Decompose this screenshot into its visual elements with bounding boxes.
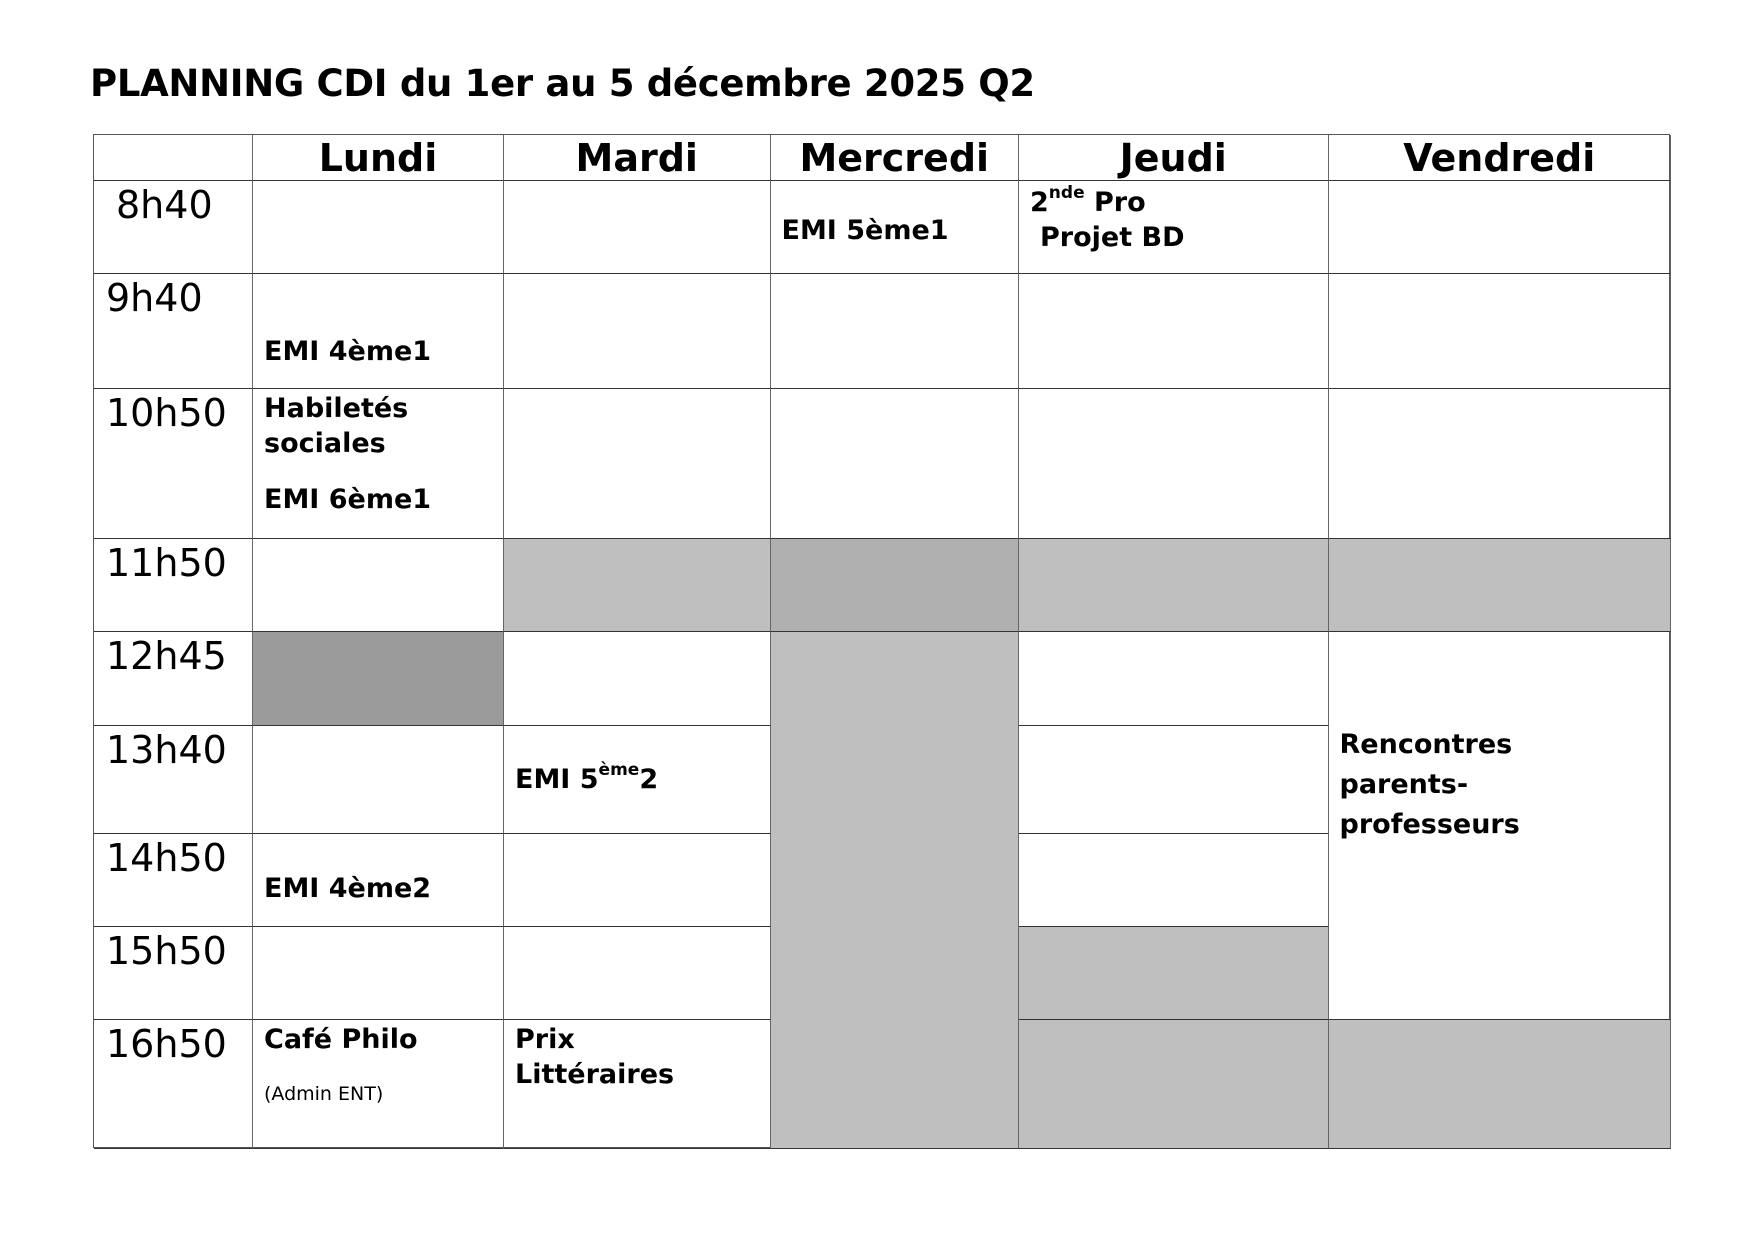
- cell: [770, 274, 1019, 389]
- header-day: Mercredi: [770, 135, 1019, 181]
- event-label: Projet BD: [1040, 222, 1185, 253]
- event-label: Rencontres: [1339, 729, 1513, 760]
- event-label: EMI 5ème1: [781, 215, 949, 246]
- cell: [1019, 274, 1329, 389]
- event-cell: Habiletés sociales EMI 6ème1: [253, 389, 504, 539]
- closed-cell: [1019, 927, 1329, 1020]
- cell: [504, 632, 771, 726]
- event-cell: Prix Littéraires: [504, 1020, 771, 1149]
- time-label: 14h50: [94, 833, 253, 927]
- cell: [504, 927, 771, 1020]
- closed-cell: [504, 539, 771, 632]
- event-cell: EMI 5ème1: [770, 181, 1019, 274]
- closed-cell: [770, 632, 1019, 1149]
- event-cell: EMI 4ème1: [253, 274, 504, 389]
- cell: [253, 181, 504, 274]
- closed-cell: [1019, 539, 1329, 632]
- event-label: Prix: [515, 1024, 575, 1055]
- event-label: EMI 6ème1: [264, 484, 432, 515]
- event-text: 2: [1030, 187, 1049, 218]
- header-day: Lundi: [253, 135, 504, 181]
- event-cell: 2nde Pro Projet BD: [1019, 181, 1329, 274]
- time-label: 8h40: [94, 181, 253, 274]
- header-day: Jeudi: [1019, 135, 1329, 181]
- cell: [770, 389, 1019, 539]
- event-label: sociales: [264, 428, 386, 459]
- header-day: Vendredi: [1328, 135, 1671, 181]
- cell: [1328, 181, 1671, 274]
- event-cell: Café Philo (Admin ENT): [253, 1020, 504, 1149]
- cell: [253, 539, 504, 632]
- closed-cell: [1328, 539, 1671, 632]
- event-label: 2nde Pro: [1030, 185, 1317, 220]
- event-label: Café Philo: [264, 1024, 418, 1055]
- cell: [253, 725, 504, 834]
- time-label: 15h50: [94, 927, 253, 1020]
- cell: [1328, 274, 1671, 389]
- cell: [504, 833, 771, 927]
- cell: [1019, 833, 1329, 927]
- event-cell: EMI 5ème2: [504, 725, 771, 834]
- time-label: 10h50: [94, 389, 253, 539]
- time-label: 16h50: [94, 1020, 253, 1149]
- cell: [1328, 389, 1671, 539]
- schedule-table: Lundi Mardi Mercredi Jeudi Vendredi 8h40…: [93, 134, 1671, 1149]
- event-label: professeurs: [1339, 809, 1520, 840]
- time-label: 9h40: [94, 274, 253, 389]
- event-text: EMI 5: [515, 763, 599, 795]
- event-cell: EMI 4ème2: [253, 833, 504, 927]
- time-label: 12h45: [94, 632, 253, 726]
- event-label: EMI 4ème1: [264, 336, 432, 367]
- event-label: Littéraires: [515, 1059, 675, 1090]
- event-label: parents-: [1339, 769, 1469, 800]
- closed-cell: [770, 539, 1019, 632]
- event-note: (Admin ENT): [264, 1083, 384, 1105]
- superscript: nde: [1048, 183, 1085, 203]
- closed-cell: [1019, 1020, 1329, 1149]
- cell: [1019, 389, 1329, 539]
- superscript: ème: [598, 759, 640, 780]
- time-label: 13h40: [94, 725, 253, 834]
- closed-cell: [1328, 1020, 1671, 1149]
- cell: [504, 274, 771, 389]
- cell: [504, 181, 771, 274]
- event-text: 2: [639, 763, 659, 795]
- cell: [504, 389, 771, 539]
- cell: [1019, 632, 1329, 726]
- cell: [253, 927, 504, 1020]
- header-corner: [94, 135, 253, 181]
- event-label: Habiletés: [264, 393, 409, 424]
- page-title: PLANNING CDI du 1er au 5 décembre 2025 Q…: [90, 62, 1035, 105]
- time-label: 11h50: [94, 539, 253, 632]
- header-day: Mardi: [504, 135, 771, 181]
- cell: [1019, 725, 1329, 834]
- lunch-cell: [253, 632, 504, 726]
- event-text: Pro: [1084, 187, 1146, 218]
- event-cell: Rencontres parents- professeurs: [1328, 632, 1671, 1020]
- event-label: EMI 4ème2: [264, 872, 432, 904]
